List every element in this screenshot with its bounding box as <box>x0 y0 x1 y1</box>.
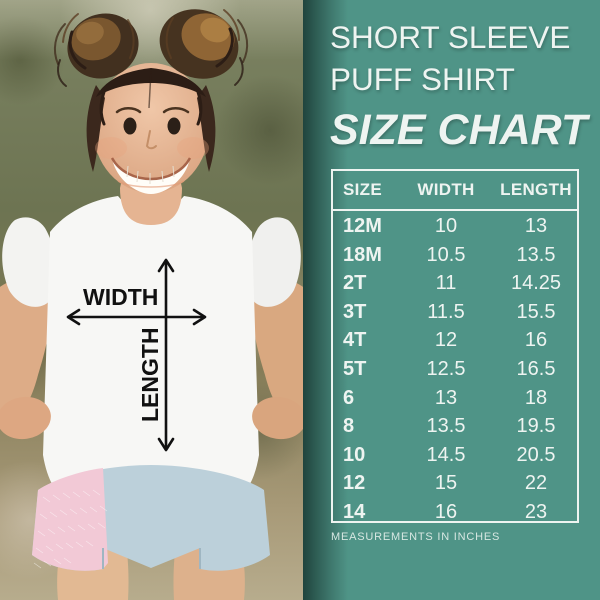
svg-text:WIDTH: WIDTH <box>83 284 158 310</box>
svg-text:LENGTH: LENGTH <box>137 327 163 422</box>
